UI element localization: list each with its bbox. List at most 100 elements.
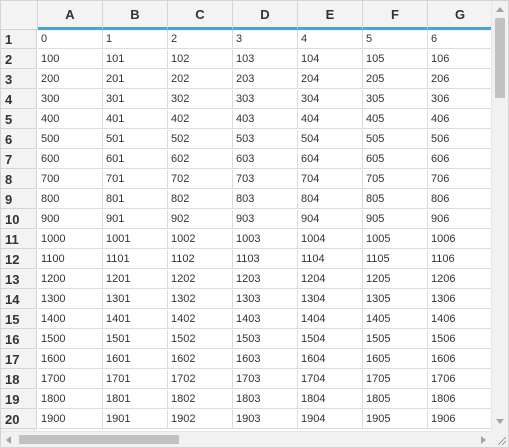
cell-e6[interactable]: 504: [298, 130, 363, 149]
cell-d2[interactable]: 103: [233, 50, 298, 69]
cell-c17[interactable]: 1602: [168, 350, 233, 369]
cell-d9[interactable]: 803: [233, 190, 298, 209]
cell-c16[interactable]: 1502: [168, 330, 233, 349]
cell-g14[interactable]: 1306: [428, 290, 491, 309]
cell-b17[interactable]: 1601: [103, 350, 168, 369]
cell-d14[interactable]: 1303: [233, 290, 298, 309]
cell-f7[interactable]: 605: [363, 150, 428, 169]
cell-b5[interactable]: 401: [103, 110, 168, 129]
cell-a11[interactable]: 1000: [38, 230, 103, 249]
resize-corner[interactable]: [491, 431, 508, 447]
cell-a18[interactable]: 1700: [38, 370, 103, 389]
cell-c15[interactable]: 1402: [168, 310, 233, 329]
row-header-13[interactable]: 13: [1, 270, 37, 289]
cell-e14[interactable]: 1304: [298, 290, 363, 309]
cell-g8[interactable]: 706: [428, 170, 491, 189]
column-header-g[interactable]: G: [428, 1, 493, 30]
cell-f8[interactable]: 705: [363, 170, 428, 189]
cell-b8[interactable]: 701: [103, 170, 168, 189]
row-header-12[interactable]: 12: [1, 250, 37, 269]
column-header-d[interactable]: D: [233, 1, 298, 30]
row-header-8[interactable]: 8: [1, 170, 37, 189]
chevron-left-icon[interactable]: [6, 436, 11, 444]
cell-f1[interactable]: 5: [363, 30, 428, 49]
cell-e13[interactable]: 1204: [298, 270, 363, 289]
cell-b2[interactable]: 101: [103, 50, 168, 69]
cell-d17[interactable]: 1603: [233, 350, 298, 369]
cell-d18[interactable]: 1703: [233, 370, 298, 389]
row-header-9[interactable]: 9: [1, 190, 37, 209]
cell-g15[interactable]: 1406: [428, 310, 491, 329]
cell-f20[interactable]: 1905: [363, 410, 428, 429]
cell-d1[interactable]: 3: [233, 30, 298, 49]
cell-g5[interactable]: 406: [428, 110, 491, 129]
chevron-down-icon[interactable]: [496, 419, 504, 424]
cell-c11[interactable]: 1002: [168, 230, 233, 249]
row-header-5[interactable]: 5: [1, 110, 37, 129]
cell-c19[interactable]: 1802: [168, 390, 233, 409]
cell-e11[interactable]: 1004: [298, 230, 363, 249]
cell-f10[interactable]: 905: [363, 210, 428, 229]
cell-d12[interactable]: 1103: [233, 250, 298, 269]
cell-f2[interactable]: 105: [363, 50, 428, 69]
cell-d4[interactable]: 303: [233, 90, 298, 109]
cell-a12[interactable]: 1100: [38, 250, 103, 269]
cell-d7[interactable]: 603: [233, 150, 298, 169]
cell-b12[interactable]: 1101: [103, 250, 168, 269]
cell-b4[interactable]: 301: [103, 90, 168, 109]
cell-g18[interactable]: 1706: [428, 370, 491, 389]
cell-d20[interactable]: 1903: [233, 410, 298, 429]
row-header-16[interactable]: 16: [1, 330, 37, 349]
cell-a7[interactable]: 600: [38, 150, 103, 169]
cell-b1[interactable]: 1: [103, 30, 168, 49]
row-header-2[interactable]: 2: [1, 50, 37, 69]
row-header-6[interactable]: 6: [1, 130, 37, 149]
cell-e20[interactable]: 1904: [298, 410, 363, 429]
cell-a14[interactable]: 1300: [38, 290, 103, 309]
cell-a16[interactable]: 1500: [38, 330, 103, 349]
cell-e10[interactable]: 904: [298, 210, 363, 229]
cell-g10[interactable]: 906: [428, 210, 491, 229]
cell-g16[interactable]: 1506: [428, 330, 491, 349]
cell-e12[interactable]: 1104: [298, 250, 363, 269]
row-header-15[interactable]: 15: [1, 310, 37, 329]
cell-c12[interactable]: 1102: [168, 250, 233, 269]
horizontal-scroll-thumb[interactable]: [19, 435, 179, 444]
cell-b11[interactable]: 1001: [103, 230, 168, 249]
cell-a9[interactable]: 800: [38, 190, 103, 209]
cell-f18[interactable]: 1705: [363, 370, 428, 389]
cell-c6[interactable]: 502: [168, 130, 233, 149]
cell-b10[interactable]: 901: [103, 210, 168, 229]
cell-g9[interactable]: 806: [428, 190, 491, 209]
cell-a13[interactable]: 1200: [38, 270, 103, 289]
row-header-11[interactable]: 11: [1, 230, 37, 249]
cell-e3[interactable]: 204: [298, 70, 363, 89]
row-header-10[interactable]: 10: [1, 210, 37, 229]
cell-a6[interactable]: 500: [38, 130, 103, 149]
vertical-scroll-thumb[interactable]: [495, 18, 505, 98]
cell-e2[interactable]: 104: [298, 50, 363, 69]
row-header-14[interactable]: 14: [1, 290, 37, 309]
row-header-7[interactable]: 7: [1, 150, 37, 169]
cell-c13[interactable]: 1202: [168, 270, 233, 289]
cell-c2[interactable]: 102: [168, 50, 233, 69]
cell-c9[interactable]: 802: [168, 190, 233, 209]
cell-c14[interactable]: 1302: [168, 290, 233, 309]
cell-f9[interactable]: 805: [363, 190, 428, 209]
select-all-corner[interactable]: [1, 1, 38, 30]
cell-b18[interactable]: 1701: [103, 370, 168, 389]
cell-a5[interactable]: 400: [38, 110, 103, 129]
cell-f13[interactable]: 1205: [363, 270, 428, 289]
cell-d8[interactable]: 703: [233, 170, 298, 189]
cell-d10[interactable]: 903: [233, 210, 298, 229]
cell-c3[interactable]: 202: [168, 70, 233, 89]
cell-f19[interactable]: 1805: [363, 390, 428, 409]
row-header-20[interactable]: 20: [1, 410, 37, 429]
cell-c4[interactable]: 302: [168, 90, 233, 109]
cell-e18[interactable]: 1704: [298, 370, 363, 389]
cell-f6[interactable]: 505: [363, 130, 428, 149]
row-header-3[interactable]: 3: [1, 70, 37, 89]
cell-b6[interactable]: 501: [103, 130, 168, 149]
cell-g2[interactable]: 106: [428, 50, 491, 69]
cell-e8[interactable]: 704: [298, 170, 363, 189]
